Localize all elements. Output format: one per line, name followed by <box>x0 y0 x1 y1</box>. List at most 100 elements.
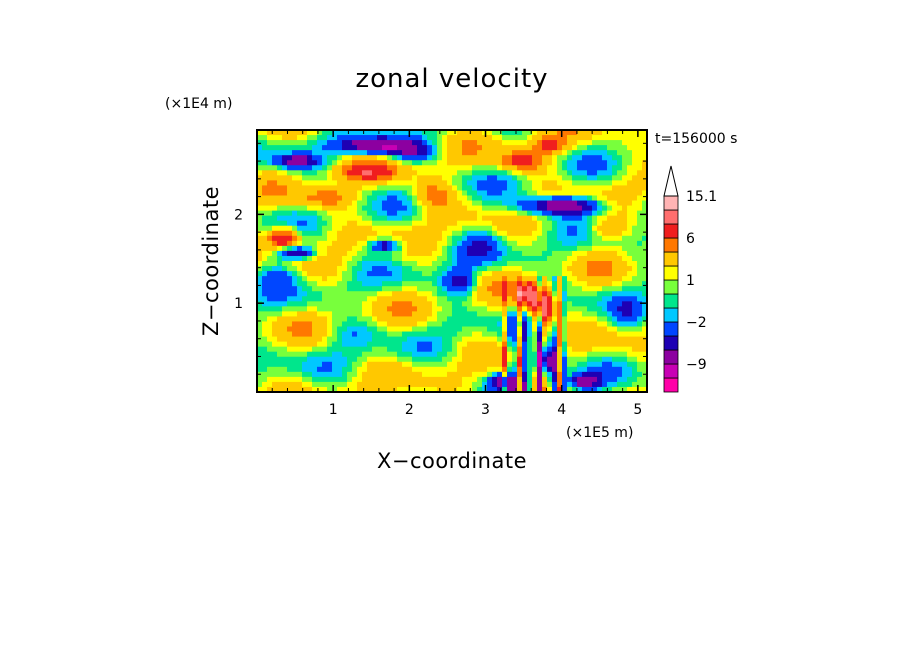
field-cell <box>517 235 523 242</box>
field-cell <box>542 271 548 277</box>
field-cell <box>307 296 313 302</box>
field-cell <box>392 281 398 287</box>
field-cell <box>487 150 493 156</box>
field-cell <box>327 271 333 277</box>
field-cell <box>402 291 408 297</box>
field-cell <box>387 240 393 247</box>
field-cell <box>392 361 398 368</box>
field-cell <box>497 230 503 237</box>
field-cell <box>512 255 518 262</box>
field-cell <box>472 220 478 227</box>
field-cell <box>507 160 513 166</box>
field-cell <box>572 155 578 161</box>
field-cell <box>572 326 578 333</box>
field-cell <box>447 145 453 151</box>
field-cell <box>477 185 483 192</box>
field-cell <box>407 281 413 287</box>
field-cell <box>352 165 358 171</box>
field-cell <box>512 220 518 227</box>
field-cell <box>507 301 513 307</box>
field-cell <box>407 205 413 212</box>
field-cell <box>297 371 303 378</box>
field-cell <box>257 230 263 237</box>
field-cell <box>607 155 613 161</box>
field-cell <box>402 210 408 217</box>
field-cell <box>532 225 538 232</box>
field-cell <box>417 180 423 187</box>
field-cell <box>567 381 573 388</box>
field-cell <box>402 180 408 187</box>
field-cell <box>492 386 498 393</box>
field-cell <box>522 210 528 217</box>
field-cell <box>592 185 598 192</box>
field-cell <box>397 150 403 156</box>
field-cell <box>357 371 363 378</box>
field-cell <box>417 255 423 262</box>
field-cell <box>622 381 628 388</box>
field-cell <box>622 296 628 302</box>
field-cell <box>582 220 588 227</box>
field-cell <box>532 215 538 222</box>
field-cell <box>307 261 313 267</box>
field-cell <box>472 296 478 302</box>
field-cell <box>427 155 433 161</box>
field-cell <box>437 225 443 232</box>
field-cell <box>627 286 633 292</box>
field-cell <box>617 205 623 212</box>
field-cell <box>492 180 498 187</box>
field-cell <box>542 351 548 358</box>
field-cell <box>417 386 423 393</box>
field-cell <box>527 255 533 262</box>
field-cell <box>452 381 458 388</box>
field-cell <box>442 145 448 151</box>
field-cell <box>462 210 468 217</box>
field-cell <box>357 266 363 272</box>
field-cell <box>602 135 608 141</box>
field-cell <box>572 165 578 171</box>
field-cell <box>397 341 403 348</box>
field-cell <box>602 215 608 222</box>
field-cell <box>542 195 548 202</box>
field-cell <box>357 361 363 368</box>
field-cell <box>462 170 468 176</box>
field-cell <box>512 386 518 393</box>
field-cell <box>587 341 593 348</box>
field-cell <box>517 205 523 212</box>
field-cell <box>452 306 458 312</box>
field-cell <box>487 371 493 378</box>
field-cell <box>417 336 423 343</box>
field-cell <box>297 230 303 237</box>
field-cell <box>352 175 358 181</box>
field-cell <box>402 185 408 192</box>
field-cell <box>267 230 273 237</box>
field-cell <box>527 250 533 257</box>
field-cell <box>452 190 458 197</box>
field-cell <box>467 321 473 328</box>
field-cell <box>372 225 378 232</box>
field-cell <box>362 361 368 368</box>
field-cell <box>372 195 378 202</box>
field-cell <box>502 170 508 176</box>
field-cell <box>312 170 318 176</box>
field-cell <box>602 286 608 292</box>
field-cell <box>282 250 288 257</box>
field-cell <box>272 386 278 393</box>
field-cell <box>382 235 388 242</box>
field-cell <box>292 135 298 141</box>
field-cell <box>427 170 433 176</box>
field-cell <box>452 175 458 181</box>
field-cell <box>377 215 383 222</box>
field-cell <box>582 200 588 207</box>
field-cell <box>532 371 538 378</box>
field-cell <box>332 366 338 373</box>
field-cell <box>332 220 338 227</box>
field-cell <box>462 281 468 287</box>
field-cell <box>417 135 423 141</box>
field-cell <box>592 175 598 181</box>
field-cell <box>402 356 408 363</box>
field-cell <box>492 341 498 348</box>
field-cell <box>602 220 608 227</box>
field-cell <box>417 220 423 227</box>
field-cell <box>422 140 428 146</box>
field-cell <box>342 255 348 262</box>
